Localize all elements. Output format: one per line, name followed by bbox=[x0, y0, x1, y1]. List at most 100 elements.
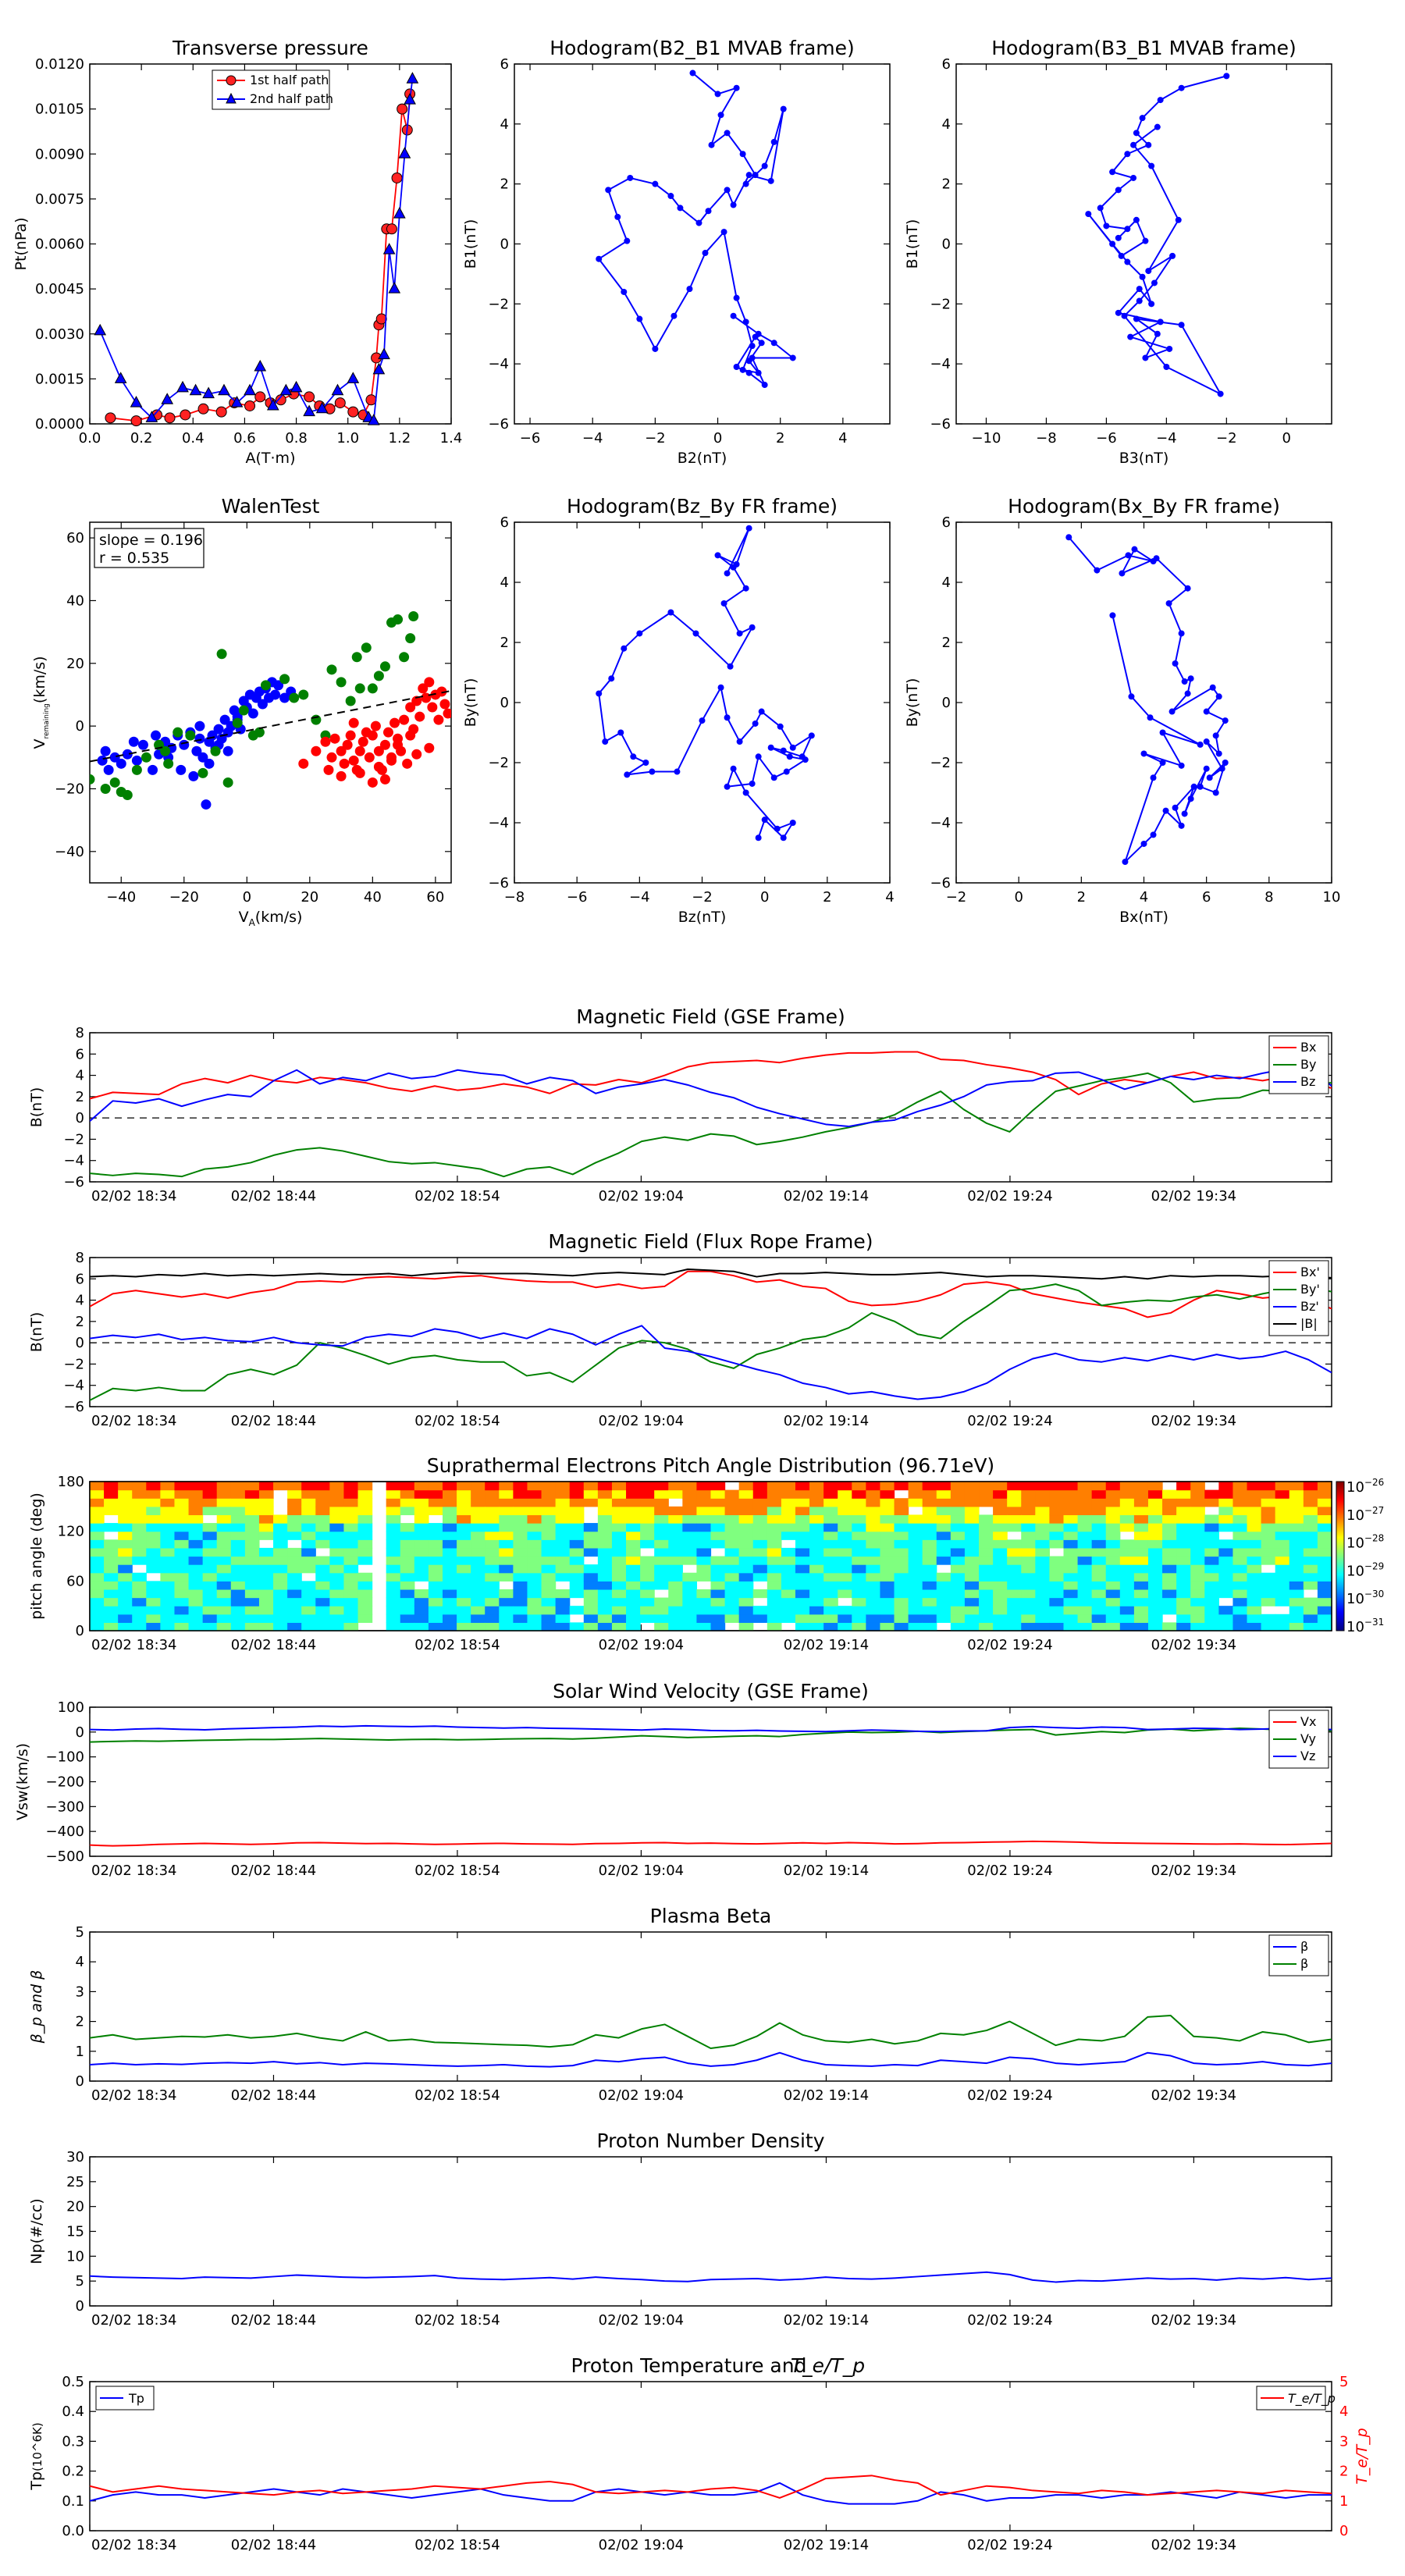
pad-heat-cell bbox=[1077, 1531, 1093, 1540]
walen-xtick-label: 40 bbox=[364, 889, 382, 906]
pad-heat-cell bbox=[640, 1556, 655, 1565]
pad-heat-cell bbox=[1176, 1489, 1191, 1499]
pad-heat-cell bbox=[386, 1523, 401, 1532]
pad-heat-cell bbox=[1035, 1572, 1051, 1582]
pad-heat-cell bbox=[964, 1514, 980, 1524]
pad-heat-cell bbox=[386, 1622, 401, 1631]
pad-heat-cell bbox=[90, 1514, 105, 1524]
pad-heat-cell bbox=[1176, 1531, 1191, 1540]
pad-heat-cell bbox=[640, 1597, 655, 1606]
pt-point-1st-half bbox=[105, 412, 116, 424]
pad-heat-cell bbox=[979, 1539, 994, 1549]
pad-heat-cell bbox=[202, 1589, 218, 1599]
vsw-series-3-line bbox=[90, 1724, 1332, 1733]
pad-heat-cell bbox=[597, 1597, 613, 1606]
pad-heat-cell bbox=[457, 1564, 471, 1574]
vsw-ytick-label: −400 bbox=[46, 1823, 84, 1840]
pad-heat-cell bbox=[1232, 1506, 1248, 1516]
pad-heat-cell bbox=[287, 1606, 302, 1615]
pad-heat-cell bbox=[1063, 1564, 1079, 1574]
pad-heat-cell bbox=[908, 1523, 923, 1532]
pad-heat-cell bbox=[626, 1564, 641, 1574]
pad-heat-cell bbox=[1133, 1556, 1149, 1565]
pad-heat-cell bbox=[611, 1489, 627, 1499]
h4-path-point bbox=[1159, 729, 1166, 736]
h1-plot-area bbox=[596, 69, 796, 389]
pad-heat-cell bbox=[1247, 1581, 1262, 1590]
pad-heat-cell bbox=[936, 1506, 951, 1516]
pad-heat-cell bbox=[555, 1547, 571, 1557]
h2-path-point bbox=[1217, 390, 1224, 397]
pad-heat-cell bbox=[1119, 1539, 1135, 1549]
pad-heat-cell bbox=[1007, 1597, 1022, 1606]
pad-heat-cell bbox=[640, 1482, 655, 1491]
beta-legend-box bbox=[1268, 1934, 1329, 1976]
pad-heat-cell bbox=[752, 1556, 768, 1565]
pad-heat-cell bbox=[1176, 1539, 1191, 1549]
h3-path-point bbox=[649, 768, 656, 775]
pad-heat-cell bbox=[795, 1547, 810, 1557]
pad-heat-cell bbox=[1204, 1539, 1219, 1549]
pad-heat-cell bbox=[160, 1581, 176, 1590]
walen-point-series-3 bbox=[326, 752, 337, 763]
pad-heat-cell bbox=[541, 1614, 557, 1623]
pad-heat-cell bbox=[329, 1514, 345, 1524]
pad-heat-cell bbox=[626, 1581, 641, 1590]
pad-heat-cell bbox=[541, 1482, 557, 1491]
h4-path-point bbox=[1212, 732, 1219, 739]
pad-heat-cell bbox=[682, 1498, 698, 1507]
pad-heat-cell bbox=[894, 1539, 909, 1549]
pad-heat-cell bbox=[752, 1606, 768, 1615]
pad-heat-cell bbox=[414, 1572, 429, 1582]
pad-heat-cell bbox=[1261, 1531, 1276, 1540]
h1-ytick-label: 0 bbox=[500, 237, 509, 253]
pad-heat-cell bbox=[682, 1547, 698, 1557]
pad-heat-cell bbox=[485, 1564, 500, 1574]
bgse-frame bbox=[89, 1032, 1332, 1183]
h1-path-point bbox=[755, 369, 762, 376]
pad-heat-cell bbox=[936, 1539, 951, 1549]
h1-path-point bbox=[667, 193, 674, 200]
bfr-xtick-label: 02/02 18:54 bbox=[414, 1413, 500, 1429]
pad-heat-cell bbox=[1303, 1547, 1318, 1557]
pad-heat-cell bbox=[1303, 1531, 1318, 1540]
pad-heat-cell bbox=[922, 1547, 937, 1557]
pad-heat-cell bbox=[710, 1489, 726, 1499]
pad-heat-cell bbox=[894, 1556, 909, 1565]
h2-path-point bbox=[1124, 151, 1131, 158]
pad-heat-cell bbox=[668, 1531, 683, 1540]
pad-heat-cell bbox=[287, 1523, 302, 1532]
pad-heat-cell bbox=[964, 1506, 980, 1516]
walen-point-series-3 bbox=[354, 767, 365, 778]
pad-heat-cell bbox=[273, 1539, 288, 1549]
pad-heat-cell bbox=[866, 1606, 881, 1615]
walen-point-series-3 bbox=[424, 677, 435, 688]
pad-heat-cell bbox=[611, 1614, 627, 1623]
h2-xtick-label: −10 bbox=[971, 430, 1001, 447]
pad-heat-cell bbox=[118, 1489, 133, 1499]
pad-heat-cell bbox=[668, 1523, 683, 1532]
pad-heat-cell bbox=[471, 1581, 486, 1590]
chart-hodogram-b3-b1: Hodogram(B3_B1 MVAB frame)B3(nT)B1(nT)−1… bbox=[904, 37, 1332, 467]
h1-path-point bbox=[770, 138, 777, 145]
pad-heat-cell bbox=[866, 1531, 881, 1540]
pad-heat-cell bbox=[287, 1489, 302, 1499]
pad-heat-cell bbox=[527, 1556, 542, 1565]
pad-heat-cell bbox=[457, 1539, 471, 1549]
pad-heat-cell bbox=[118, 1614, 133, 1623]
pad-heat-cell bbox=[202, 1622, 218, 1631]
pad-heat-cell bbox=[541, 1556, 557, 1565]
bfr-series-1-line bbox=[90, 1270, 1332, 1318]
pad-heat-cell bbox=[174, 1498, 190, 1507]
tp-y2tick-label: 1 bbox=[1339, 2493, 1348, 2510]
tp-xtick-label: 02/02 19:04 bbox=[599, 2537, 684, 2553]
pad-heat-cell bbox=[301, 1597, 316, 1606]
pad-heat-cell bbox=[287, 1498, 302, 1507]
pt-point-2nd-half bbox=[315, 401, 329, 414]
bgse-ytick-label: −4 bbox=[63, 1153, 84, 1169]
pad-heat-cell bbox=[654, 1514, 669, 1524]
walen-point-series-2 bbox=[197, 767, 208, 778]
pad-heat-cell bbox=[738, 1622, 754, 1631]
pad-heat-cell bbox=[823, 1606, 838, 1615]
h1-path-point bbox=[677, 205, 684, 212]
